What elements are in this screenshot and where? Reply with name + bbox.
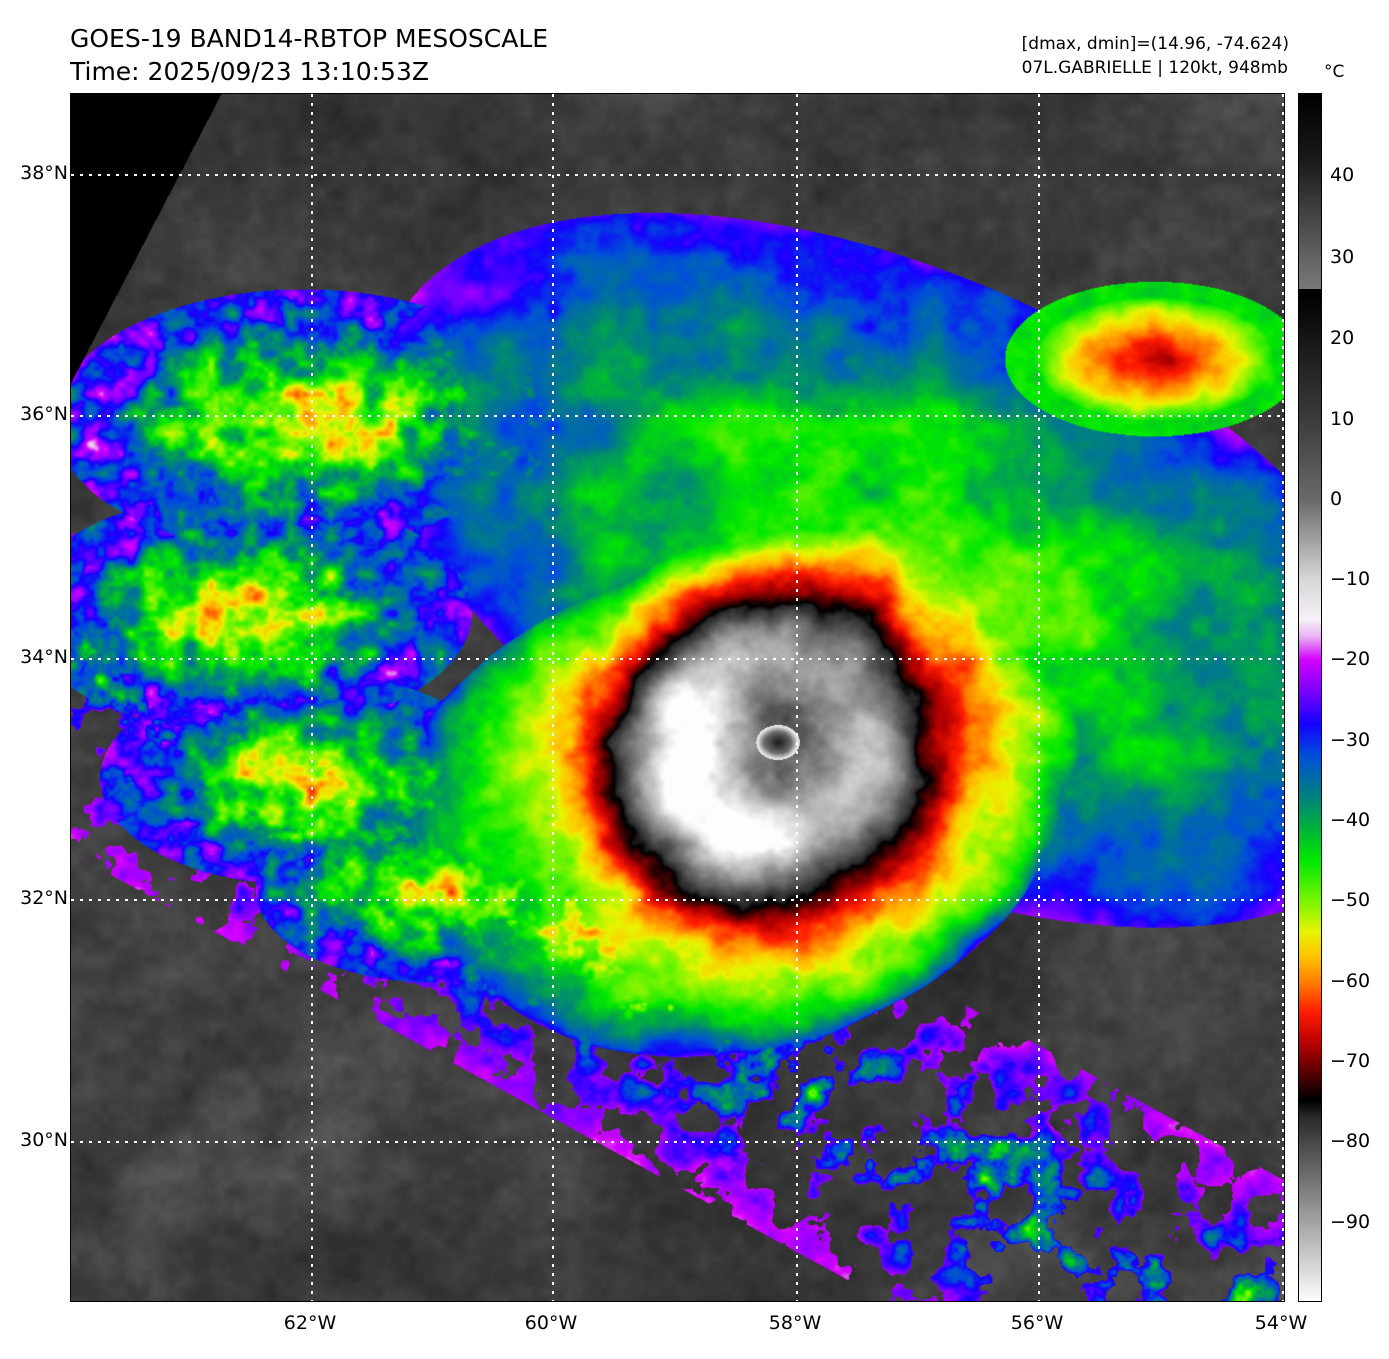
latitude-tick-label: 30°N	[20, 1129, 68, 1151]
colorbar-unit-label: °C	[1324, 62, 1345, 82]
colorbar-tick-label: −80	[1330, 1130, 1371, 1153]
colorbar-lower-segment	[1298, 290, 1322, 1302]
colorbar-tick-label: −30	[1330, 728, 1371, 751]
longitude-tick-label: 58°W	[768, 1312, 822, 1334]
colorbar-tick-label: −90	[1330, 1210, 1371, 1233]
latitude-tick-label: 38°N	[20, 162, 68, 184]
longitude-tick-label: 56°W	[1010, 1312, 1064, 1334]
latitude-tick-label: 34°N	[20, 646, 68, 668]
temperature-colorbar	[1298, 93, 1322, 1302]
colorbar-tick-label: 0	[1330, 487, 1343, 510]
longitude-tick-label: 62°W	[283, 1312, 337, 1334]
dmax-dmin-readout: [dmax, dmin]=(14.96, -74.624)	[1021, 34, 1289, 54]
longitude-tick-label: 60°W	[524, 1312, 578, 1334]
latitude-tick-label: 32°N	[20, 887, 68, 909]
satellite-image-plot: Copyright © 2020-2025 Dapiya	[70, 93, 1285, 1302]
header-metadata: [dmax, dmin]=(14.96, -74.624) 07L.GABRIE…	[1022, 32, 1289, 80]
colorbar-upper-segment	[1298, 93, 1322, 290]
page-title-line-1: GOES-19 BAND14-RBTOP MESOSCALE	[70, 24, 549, 53]
colorbar-tick-label: −40	[1330, 809, 1371, 832]
colorbar-tick-label: −20	[1330, 648, 1371, 671]
colorbar-upper-gradient	[1299, 94, 1321, 289]
page-title-line-2: Time: 2025/09/23 13:10:53Z	[70, 57, 429, 86]
latitude-tick-label: 36°N	[20, 403, 68, 425]
satellite-imagery-canvas	[71, 94, 1284, 1301]
colorbar-lower-gradient	[1299, 291, 1321, 1301]
colorbar-tick-label: 40	[1330, 164, 1355, 187]
colorbar-tick-label: −50	[1330, 889, 1371, 912]
colorbar-tick-label: 10	[1330, 407, 1355, 430]
colorbar-tick-label: −60	[1330, 969, 1371, 992]
colorbar-tick-label: 20	[1330, 327, 1355, 350]
longitude-tick-label: 54°W	[1254, 1312, 1308, 1334]
colorbar-tick-label: 30	[1330, 246, 1355, 269]
storm-intensity-readout: 07L.GABRIELLE | 120kt, 948mb	[1021, 58, 1288, 78]
page-title: GOES-19 BAND14-RBTOP MESOSCALE Time: 202…	[70, 22, 548, 88]
colorbar-tick-label: −10	[1330, 568, 1371, 591]
colorbar-tick-label: −70	[1330, 1050, 1371, 1073]
